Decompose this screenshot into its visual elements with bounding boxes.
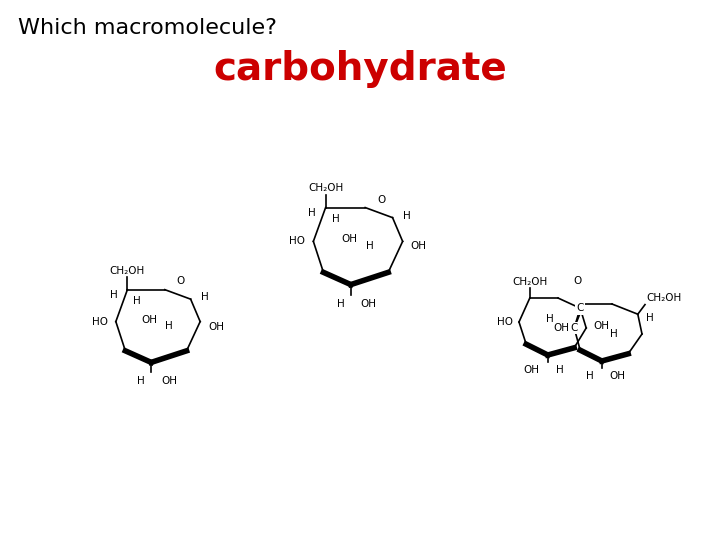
- Text: HO: HO: [289, 237, 305, 246]
- Text: OH: OH: [208, 322, 224, 332]
- Text: H: H: [646, 313, 654, 323]
- Text: O: O: [573, 276, 581, 286]
- Text: CH₂OH: CH₂OH: [647, 293, 681, 303]
- Text: H: H: [546, 314, 554, 324]
- Text: OH: OH: [410, 241, 427, 252]
- Text: CH₂OH: CH₂OH: [512, 277, 547, 287]
- Text: H: H: [109, 289, 117, 300]
- Text: CH₂OH: CH₂OH: [308, 183, 343, 193]
- Text: OH: OH: [523, 364, 540, 375]
- Text: H: H: [133, 295, 141, 306]
- Text: OH: OH: [610, 370, 626, 381]
- Text: H: H: [165, 321, 173, 332]
- Text: HO: HO: [497, 317, 513, 327]
- Text: OH: OH: [142, 315, 158, 325]
- Text: OH: OH: [341, 234, 357, 244]
- Text: carbohydrate: carbohydrate: [213, 50, 507, 88]
- Text: OH: OH: [161, 376, 177, 386]
- Text: C: C: [570, 323, 578, 333]
- Text: H: H: [201, 292, 208, 302]
- Text: OH: OH: [594, 321, 610, 331]
- Text: OH: OH: [361, 299, 377, 309]
- Text: H: H: [337, 299, 345, 309]
- Text: OH: OH: [553, 323, 569, 333]
- Text: H: H: [402, 211, 410, 221]
- Text: H: H: [332, 214, 340, 224]
- Text: H: H: [586, 370, 594, 381]
- Text: H: H: [308, 207, 315, 218]
- Text: H: H: [556, 364, 564, 375]
- Text: H: H: [138, 376, 145, 386]
- Text: CH₂OH: CH₂OH: [109, 266, 145, 276]
- Text: C: C: [577, 303, 584, 313]
- Text: O: O: [176, 276, 185, 286]
- Text: O: O: [378, 194, 386, 205]
- Text: H: H: [366, 241, 374, 252]
- Text: HO: HO: [92, 316, 108, 327]
- Text: Which macromolecule?: Which macromolecule?: [18, 18, 277, 38]
- Text: H: H: [610, 329, 618, 339]
